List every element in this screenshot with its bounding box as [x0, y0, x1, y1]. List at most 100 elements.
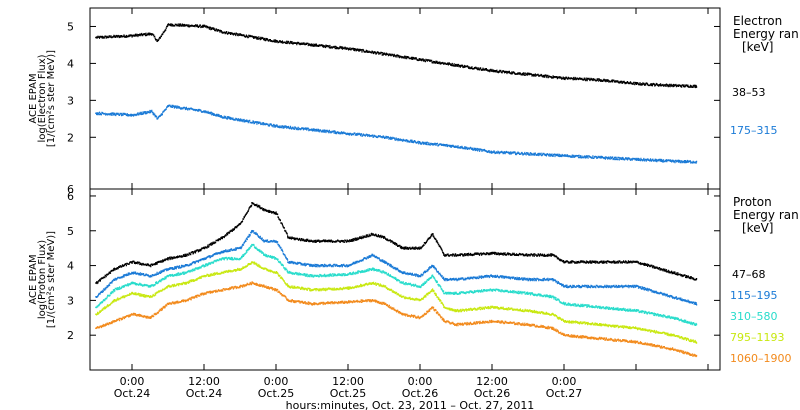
data-point-proton-3 — [203, 275, 205, 277]
ytick-label-proton: 4 — [67, 260, 74, 273]
data-point-proton-1 — [455, 278, 457, 281]
series-proton-4 — [95, 281, 698, 358]
legend-title-electron: Electron — [733, 14, 782, 28]
ylabel-proton: [1/(cm²s ster MeV)] — [46, 231, 57, 328]
data-point-electron-1 — [203, 110, 205, 113]
legend-unit-proton: [keV] — [742, 221, 773, 235]
xtick-label-time: 0:00 — [264, 375, 289, 388]
data-point-proton-0 — [311, 240, 313, 243]
data-point-electron-0 — [311, 44, 313, 46]
data-point-proton-4 — [551, 327, 553, 330]
data-point-electron-0 — [455, 64, 457, 67]
data-point-proton-3 — [635, 327, 637, 330]
series-dots-electron-0 — [96, 23, 698, 89]
data-point-proton-2 — [275, 257, 277, 260]
ylabel-proton: log(Proton Flux) — [37, 240, 48, 319]
data-point-electron-1 — [221, 116, 223, 118]
series-proton-0 — [95, 202, 698, 285]
data-point-proton-1 — [311, 264, 313, 267]
ylabel-proton: ACE EPAM — [28, 254, 39, 304]
data-point-electron-0 — [167, 23, 169, 26]
data-point-electron-1 — [150, 110, 153, 113]
data-point-proton-4 — [185, 299, 187, 302]
data-point-electron-1 — [419, 141, 421, 144]
data-point-proton-4 — [167, 302, 169, 305]
data-point-proton-3 — [185, 282, 187, 284]
data-point-proton-1 — [599, 285, 601, 288]
legend-title-electron: Energy ran — [733, 27, 799, 41]
data-point-proton-4 — [371, 299, 373, 302]
data-point-proton-4 — [287, 299, 289, 302]
data-point-proton-4 — [383, 302, 385, 305]
data-point-proton-0 — [455, 254, 457, 257]
xtick-label-time: 0:00 — [408, 375, 433, 388]
data-point-proton-4 — [149, 316, 151, 319]
data-point-proton-0 — [287, 236, 289, 239]
data-point-proton-3 — [347, 287, 349, 290]
data-point-proton-2 — [371, 268, 373, 270]
data-point-proton-3 — [455, 309, 457, 312]
data-point-electron-0 — [203, 25, 205, 28]
plot-frame-proton — [89, 188, 721, 371]
data-point-proton-3 — [221, 271, 223, 274]
data-point-proton-0 — [491, 252, 493, 255]
data-point-electron-1 — [95, 112, 97, 115]
data-point-proton-0 — [635, 261, 637, 263]
data-point-proton-1 — [347, 264, 349, 267]
legend-title-proton: Energy ran — [733, 208, 799, 222]
data-point-proton-4 — [401, 313, 403, 316]
data-point-proton-0 — [695, 278, 697, 281]
ytick-label-proton: 2 — [67, 329, 74, 342]
ytick-label-electron: 6 — [67, 183, 74, 196]
data-point-proton-0 — [383, 236, 385, 239]
data-point-proton-4 — [263, 285, 265, 288]
legend-item-electron: 175–315 — [730, 124, 778, 137]
data-point-electron-1 — [671, 160, 673, 163]
data-point-proton-0 — [431, 233, 433, 236]
legend-item-electron: 38–53 — [732, 86, 766, 99]
ytick-label-proton: 5 — [67, 225, 74, 238]
data-point-proton-2 — [167, 275, 169, 277]
data-point-proton-1 — [149, 275, 151, 277]
data-point-proton-1 — [443, 278, 445, 281]
xtick-label-time: 0:00 — [552, 375, 577, 388]
data-point-proton-2 — [311, 275, 313, 277]
data-point-proton-3 — [443, 306, 445, 309]
data-point-proton-3 — [131, 292, 133, 295]
xtick-label-time: 0:00 — [120, 375, 145, 388]
data-point-proton-0 — [131, 261, 133, 263]
plot-frame-electron — [89, 7, 721, 190]
data-point-proton-2 — [455, 292, 457, 295]
data-point-proton-1 — [527, 278, 529, 281]
data-point-proton-4 — [443, 320, 445, 323]
data-point-electron-0 — [563, 77, 565, 80]
xtick-label-date: Oct.27 — [546, 387, 583, 400]
data-point-proton-1 — [371, 254, 373, 257]
data-point-proton-0 — [113, 268, 115, 270]
ytick-label-proton: 6 — [67, 190, 74, 203]
xtick-label-date: Oct.24 — [186, 387, 223, 400]
data-point-proton-1 — [251, 229, 253, 232]
legend-item-proton: 47–68 — [732, 268, 766, 281]
series-proton-2 — [95, 243, 698, 326]
data-point-electron-0 — [419, 58, 421, 61]
data-point-proton-0 — [347, 240, 349, 243]
data-point-proton-3 — [527, 309, 529, 312]
data-point-proton-2 — [695, 323, 697, 326]
data-point-proton-1 — [287, 261, 289, 263]
data-point-proton-0 — [95, 282, 97, 284]
data-point-proton-1 — [239, 247, 241, 250]
data-point-proton-2 — [287, 271, 289, 274]
data-point-electron-0 — [491, 69, 493, 72]
data-point-proton-4 — [221, 289, 223, 291]
data-point-proton-3 — [383, 285, 385, 288]
ytick-label-electron: 3 — [67, 94, 74, 107]
data-point-proton-3 — [251, 261, 253, 263]
ylabel-electron: log(Electron Flux) — [37, 54, 48, 142]
xtick-label-date: Oct.25 — [330, 387, 367, 400]
data-point-proton-4 — [203, 292, 205, 295]
data-point-proton-0 — [443, 254, 445, 257]
ylabel-electron: ACE EPAM — [28, 73, 39, 123]
